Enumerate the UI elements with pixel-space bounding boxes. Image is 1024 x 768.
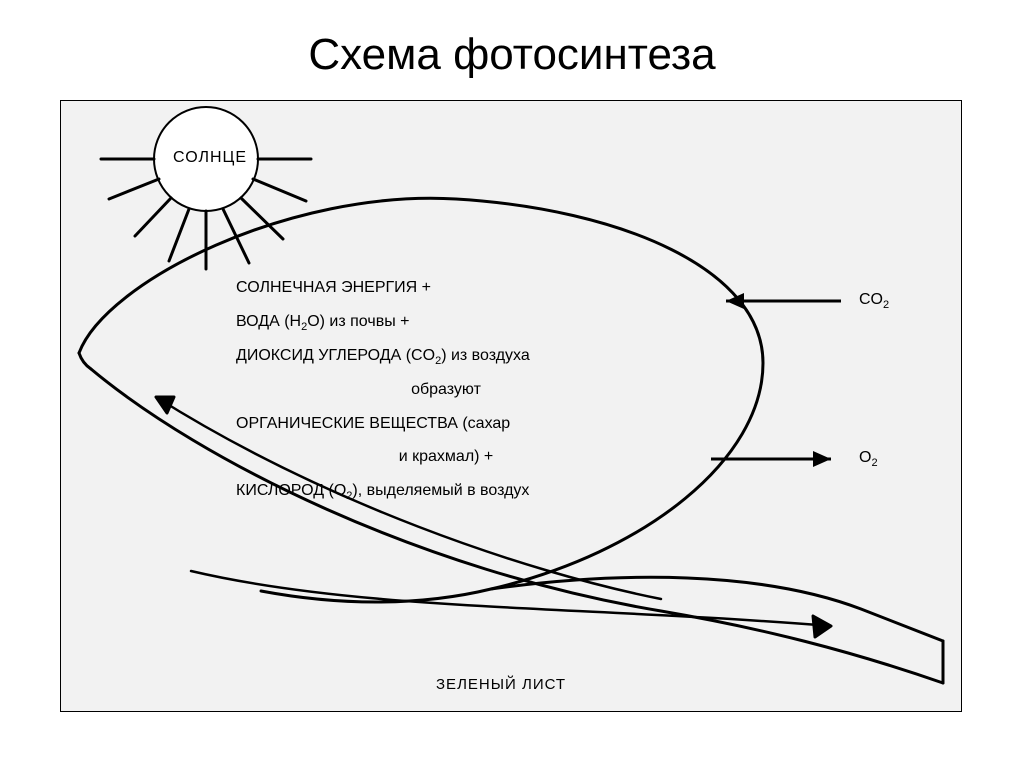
sun-icon <box>101 107 311 269</box>
leaf-line-4: образуют <box>236 373 656 407</box>
leaf-body-text: СОЛНЕЧНАЯ ЭНЕРГИЯ + ВОДА (H2O) из почвы … <box>236 271 656 508</box>
leaf-line-7: КИСЛОРОД (O2), выделяемый в воздух <box>236 474 656 508</box>
diagram-frame: СОЛНЦЕ СОЛНЕЧНАЯ ЭНЕРГИЯ + ВОДА (H2O) из… <box>60 100 962 712</box>
arrow-co2-in <box>726 293 841 309</box>
sun-label: СОЛНЦЕ <box>173 149 247 167</box>
page-title: Схема фотосинтеза <box>0 30 1024 80</box>
leaf-line-2: ВОДА (H2O) из почвы + <box>236 305 656 339</box>
leaf-caption: ЗЕЛЕНЫЙ ЛИСТ <box>436 676 566 693</box>
leaf-line-6: и крахмал) + <box>236 440 656 474</box>
co2-label: CO2 <box>859 291 889 311</box>
leaf-line-5: ОРГАНИЧЕСКИЕ ВЕЩЕСТВА (сахар <box>236 407 656 441</box>
leaf-line-1: СОЛНЕЧНАЯ ЭНЕРГИЯ + <box>236 271 656 305</box>
leaf-line-3: ДИОКСИД УГЛЕРОДА (CO2) из воздуха <box>236 339 656 373</box>
o2-label: O2 <box>859 449 878 469</box>
